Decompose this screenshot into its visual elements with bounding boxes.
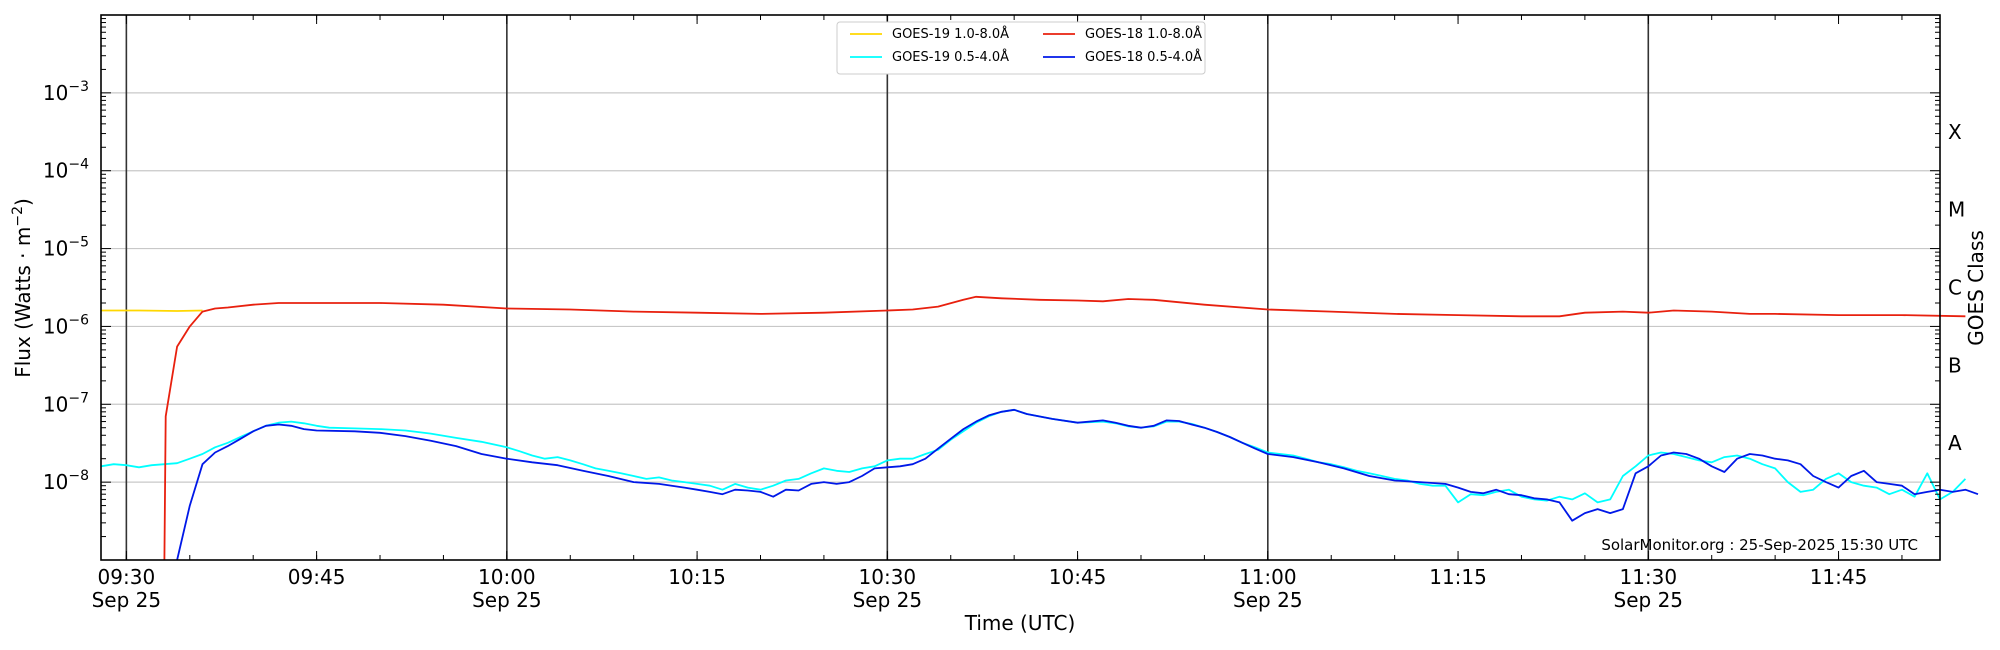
x-tick-sublabel: Sep 25 <box>472 588 542 612</box>
y-tick-label: 10−8 <box>43 468 89 494</box>
y-axis-label-close: ) <box>11 198 35 206</box>
y-tick-labels: 10−810−710−610−510−410−3 <box>43 79 89 494</box>
y-tick-base: 10 <box>43 237 68 261</box>
goes-class-label: B <box>1948 353 1962 377</box>
y-tick-label: 10−7 <box>43 390 89 416</box>
goes-class-label: C <box>1948 276 1962 300</box>
legend-label: GOES-18 1.0-8.0Å <box>1085 26 1202 42</box>
y-tick-base: 10 <box>43 159 68 183</box>
y-tick-base: 10 <box>43 392 68 416</box>
series-line <box>101 309 203 312</box>
y-tick-exponent: −5 <box>68 235 89 251</box>
y-tick-label: 10−5 <box>43 235 89 261</box>
tick-layer <box>101 15 1940 561</box>
x-axis-label: Time (UTC) <box>964 611 1076 635</box>
x-tick-sublabel: Sep 25 <box>92 588 162 612</box>
x-tick-label: 11:45 <box>1810 565 1868 589</box>
goes-class-label: A <box>1948 431 1962 455</box>
x-tick-label: 10:30 <box>859 565 917 589</box>
legend: GOES-19 1.0-8.0Å GOES-19 0.5-4.0Å GOES-18 … <box>836 21 1206 75</box>
y-tick-label: 10−3 <box>43 79 89 105</box>
legend-label: GOES-19 0.5-4.0Å <box>892 49 1009 65</box>
goes-class-labels: A B C M X <box>1948 120 1965 455</box>
grid-layer <box>101 92 1940 483</box>
y-tick-label: 10−4 <box>43 157 89 183</box>
x-tick-label: 10:45 <box>1049 565 1107 589</box>
x-tick-label: 11:15 <box>1429 565 1487 589</box>
y-axis-label-sup: −2 <box>10 206 26 227</box>
y-tick-label: 10−6 <box>43 312 89 338</box>
y-axis-label: Flux (Watts · m−2) <box>10 198 35 378</box>
y-axis-label-main: Flux (Watts · m <box>11 227 35 378</box>
series-layer <box>100 295 1979 561</box>
y-tick-exponent: −7 <box>68 390 89 406</box>
series-line <box>176 408 1979 561</box>
legend-items: GOES-19 1.0-8.0Å GOES-19 0.5-4.0Å GOES-18 … <box>850 26 1202 65</box>
y-tick-exponent: −3 <box>68 79 89 95</box>
goes-class-label: M <box>1948 198 1965 222</box>
series-line <box>163 295 1966 561</box>
x-tick-label: 10:15 <box>668 565 726 589</box>
y-tick-base: 10 <box>43 314 68 338</box>
y-tick-base: 10 <box>43 81 68 105</box>
x-tick-label: 10:00 <box>478 565 536 589</box>
plot-frame <box>100 14 1941 561</box>
x-tick-label: 09:30 <box>98 565 156 589</box>
source-annotation: SolarMonitor.org : 25-Sep-2025 15:30 UTC <box>1601 536 1918 554</box>
goes-class-label: X <box>1948 120 1962 144</box>
x-tick-sublabel: Sep 25 <box>1614 588 1684 612</box>
legend-label: GOES-19 1.0-8.0Å <box>892 26 1009 42</box>
y-tick-exponent: −6 <box>68 312 89 328</box>
y-tick-exponent: −8 <box>68 468 89 484</box>
legend-label: GOES-18 0.5-4.0Å <box>1085 49 1202 65</box>
x-tick-label: 11:00 <box>1239 565 1297 589</box>
x-tick-sublabel: Sep 25 <box>1233 588 1303 612</box>
legend-box <box>836 21 1206 75</box>
x-tick-sublabel: Sep 25 <box>853 588 923 612</box>
right-axis-label: GOES Class <box>1964 230 1988 346</box>
y-tick-exponent: −4 <box>68 157 89 173</box>
vertical-marker-layer <box>125 15 1650 560</box>
y-tick-base: 10 <box>43 470 68 494</box>
x-tick-label: 11:30 <box>1619 565 1677 589</box>
x-tick-label: 09:45 <box>288 565 346 589</box>
